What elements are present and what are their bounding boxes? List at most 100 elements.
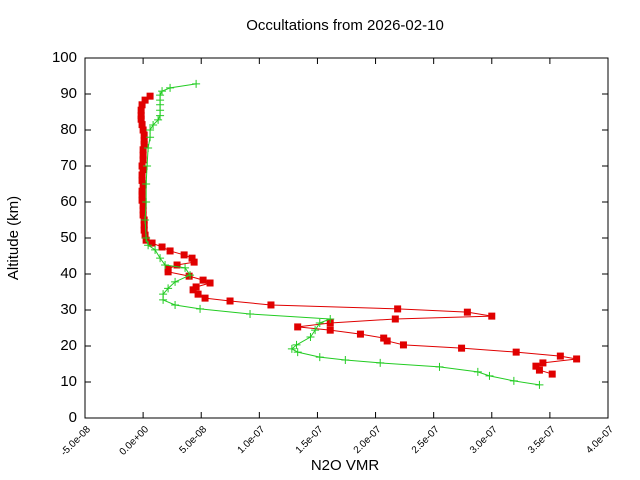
point-marker — [139, 211, 147, 219]
point-marker — [164, 284, 173, 293]
point-marker — [140, 137, 148, 145]
point-marker — [158, 87, 167, 96]
point-marker — [146, 92, 154, 100]
point-marker — [141, 216, 150, 224]
point-marker — [199, 276, 207, 284]
point-marker — [383, 337, 391, 345]
point-marker — [166, 247, 174, 255]
point-marker — [142, 198, 151, 206]
y-axis-label: Altitude (km) — [5, 196, 22, 280]
point-marker — [315, 353, 324, 362]
point-marker — [573, 355, 581, 363]
point-marker — [146, 126, 155, 134]
y-tick-label: 70 — [60, 157, 77, 174]
point-marker — [185, 272, 193, 280]
point-marker — [356, 330, 364, 338]
point-marker — [151, 245, 160, 254]
point-marker — [156, 111, 165, 120]
point-marker — [293, 348, 302, 357]
point-marker — [326, 326, 334, 334]
y-tick-label: 30 — [60, 301, 77, 318]
point-marker — [139, 156, 147, 164]
point-marker — [190, 258, 198, 266]
point-marker — [548, 370, 556, 378]
point-marker — [463, 308, 471, 316]
point-marker — [137, 115, 145, 123]
point-marker — [509, 376, 518, 385]
y-tick-label: 10 — [60, 373, 77, 390]
point-marker — [142, 180, 151, 188]
point-marker — [188, 254, 196, 262]
point-marker — [138, 176, 146, 184]
point-marker — [146, 133, 155, 142]
point-marker — [138, 121, 146, 129]
point-marker — [391, 315, 399, 323]
point-marker — [226, 297, 234, 305]
point-marker — [206, 279, 214, 287]
point-marker — [140, 226, 148, 234]
point-marker — [149, 120, 158, 129]
point-marker — [158, 243, 166, 251]
point-marker — [161, 261, 170, 269]
x-tick-label: 4.0e-07 — [584, 424, 616, 456]
point-marker — [435, 362, 444, 371]
x-tick-label: 2.5e-07 — [410, 424, 442, 456]
point-marker — [246, 309, 255, 318]
chart-title: Occultations from 2026-02-10 — [246, 17, 444, 34]
point-marker — [326, 315, 335, 323]
x-tick-label: 1.0e-07 — [236, 424, 268, 456]
x-tick-label: 3.5e-07 — [526, 424, 558, 456]
point-marker — [171, 300, 180, 309]
point-marker — [140, 131, 148, 139]
point-marker — [189, 286, 197, 294]
point-marker — [171, 277, 180, 286]
point-marker — [294, 323, 302, 331]
point-marker — [267, 301, 275, 309]
point-marker — [535, 366, 543, 374]
point-marker — [196, 304, 205, 313]
point-marker — [139, 126, 147, 134]
point-marker — [139, 166, 147, 174]
point-marker — [156, 254, 165, 263]
y-tick-label: 90 — [60, 85, 77, 102]
point-marker — [138, 171, 146, 179]
point-marker — [488, 312, 496, 320]
point-marker — [166, 83, 175, 92]
y-tick-label: 60 — [60, 193, 77, 210]
point-marker — [140, 221, 148, 229]
point-marker — [164, 268, 172, 276]
point-marker — [341, 356, 350, 365]
point-marker — [143, 162, 152, 170]
point-marker — [141, 231, 149, 239]
x-tick-label: 2.0e-07 — [352, 424, 384, 456]
point-marker — [139, 181, 147, 189]
point-marker — [532, 362, 540, 370]
point-marker — [181, 263, 190, 272]
y-tick-label: 100 — [52, 49, 77, 66]
point-marker — [139, 146, 147, 154]
point-marker — [138, 162, 146, 170]
y-tick-label: 0 — [69, 409, 77, 426]
point-marker — [140, 140, 148, 148]
point-marker — [138, 187, 146, 195]
point-marker — [556, 352, 564, 360]
y-tick-label: 50 — [60, 229, 77, 246]
point-marker — [137, 112, 145, 120]
point-marker — [142, 234, 151, 242]
point-marker — [144, 144, 153, 152]
point-marker — [159, 295, 168, 304]
x-axis-label: N2O VMR — [311, 457, 380, 474]
point-marker — [194, 290, 202, 298]
point-marker — [512, 348, 520, 356]
point-marker — [144, 241, 153, 250]
x-tick-label: 5.0e-08 — [177, 424, 209, 456]
point-marker — [138, 191, 146, 199]
point-marker — [192, 79, 201, 88]
point-marker — [186, 271, 195, 280]
point-marker — [292, 340, 301, 349]
series-line — [144, 83, 540, 386]
point-marker — [173, 261, 181, 269]
point-marker — [473, 367, 482, 376]
point-marker — [535, 380, 544, 389]
